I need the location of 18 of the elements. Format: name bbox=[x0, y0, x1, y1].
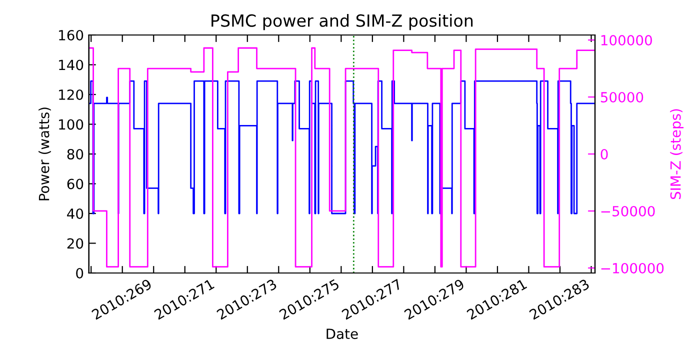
y-tick-label: 120 bbox=[59, 89, 84, 100]
y2-tick-label: −50000 bbox=[601, 206, 655, 216]
y2-tick-label: 50000 bbox=[600, 92, 644, 102]
y-tick-label: 40 bbox=[67, 208, 84, 219]
x-axis-title: Date bbox=[326, 328, 358, 340]
y-tick-label: 60 bbox=[67, 178, 84, 190]
y2-axis-title: SIM-Z (steps) bbox=[670, 109, 684, 200]
y-tick-label: 0 bbox=[76, 268, 84, 278]
y2-tick-label: 0 bbox=[600, 148, 608, 160]
y-tick-label: 20 bbox=[67, 238, 84, 249]
y-tick-label: 140 bbox=[59, 60, 84, 70]
y-axis-title: Power (watts) bbox=[38, 108, 51, 200]
y-tick-label: 80 bbox=[67, 148, 84, 160]
y2-tick-label: 100000 bbox=[601, 34, 652, 46]
y-tick-label: 100 bbox=[59, 119, 84, 130]
chart-title: PSMC power and SIM-Z position bbox=[212, 14, 473, 30]
y-tick-label: 160 bbox=[59, 30, 84, 40]
y2-tick-label: −100000 bbox=[601, 262, 664, 274]
